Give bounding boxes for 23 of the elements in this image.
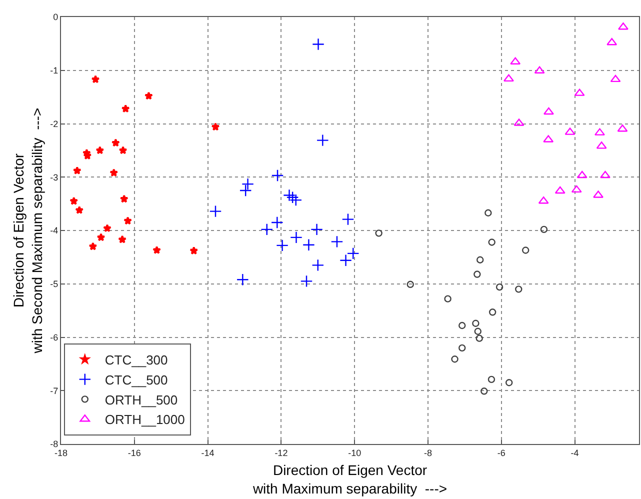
y-tick-label: -8 bbox=[50, 439, 58, 450]
x-tick-label: -4 bbox=[570, 448, 579, 458]
legend-label: CTC__300 bbox=[104, 352, 168, 368]
x-tick-label: -14 bbox=[201, 448, 214, 458]
y-tick-label: -4 bbox=[50, 226, 58, 236]
y-tick-label: -3 bbox=[50, 172, 58, 182]
x-tick-label: -8 bbox=[424, 448, 432, 458]
x-tick-label: -12 bbox=[274, 448, 288, 458]
x-tick-label: -10 bbox=[348, 448, 362, 458]
x-tick-label: -16 bbox=[128, 448, 141, 458]
y-tick-label: -1 bbox=[50, 66, 58, 76]
x-tick-label: -18 bbox=[54, 448, 68, 458]
y-tick-label: 0 bbox=[53, 12, 58, 22]
legend-label: ORTH__500 bbox=[104, 392, 178, 408]
legend-label: ORTH__1000 bbox=[104, 412, 185, 428]
x-axis-title: Direction of Eigen Vector with Maximum separability ---> bbox=[252, 462, 448, 496]
x-tick-label: -6 bbox=[497, 448, 506, 458]
legend-label: CTC__500 bbox=[104, 372, 168, 388]
y-tick-label: -5 bbox=[50, 279, 58, 290]
y-tick-label: -7 bbox=[50, 386, 58, 396]
y-axis-title: Direction of Eigen Vector with Second Maximum separability ---> bbox=[10, 108, 45, 354]
y-tick-label: -6 bbox=[50, 332, 58, 342]
y-tick-label: -2 bbox=[50, 118, 58, 129]
